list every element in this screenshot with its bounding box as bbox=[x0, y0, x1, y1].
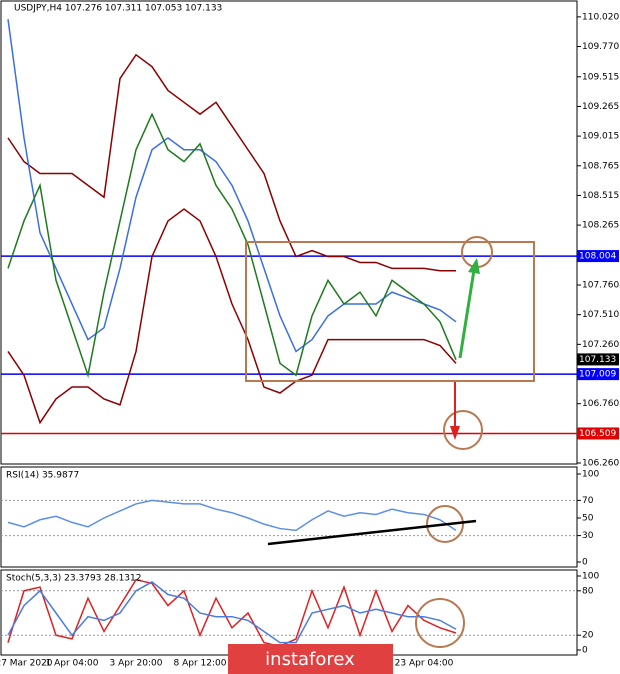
level-label: 108.004 bbox=[579, 252, 616, 262]
panel-title: Stoch(5,3,3) 23.3793 28.1312 bbox=[6, 574, 141, 584]
y-tick-label: 108.515 bbox=[582, 191, 619, 201]
level-tag bbox=[577, 427, 619, 440]
up-arrowhead bbox=[468, 258, 480, 274]
series-line bbox=[7, 499, 457, 532]
y-tick-label: 106.260 bbox=[582, 459, 619, 469]
y-tick-label: 70 bbox=[582, 496, 594, 506]
y-tick-label: 100 bbox=[582, 572, 599, 582]
y-tick-label: 109.265 bbox=[582, 102, 619, 112]
trend-line bbox=[267, 519, 477, 546]
plot: 110.020 109.770 109.515 109.265 109.015 108.7… bbox=[0, 12, 619, 668]
panel-title: RSI(14) 35.9877 bbox=[6, 471, 79, 481]
chart-title: USDJPY,H4 107.276 107.311 107.053 107.13… bbox=[14, 4, 222, 14]
range-box bbox=[245, 241, 535, 382]
y-tick-label: 0 bbox=[582, 646, 588, 656]
series-line bbox=[7, 578, 457, 648]
y-tick-label: 106.760 bbox=[582, 399, 619, 409]
up-arrow bbox=[458, 269, 476, 359]
price-panel bbox=[0, 0, 578, 465]
highlight-circle bbox=[426, 505, 464, 543]
rsi-panel bbox=[0, 466, 578, 568]
y-tick-label: 109.515 bbox=[582, 72, 619, 82]
level-tag bbox=[577, 250, 619, 263]
y-tick-label: 80 bbox=[582, 586, 594, 596]
watermark: instaforex bbox=[265, 649, 355, 670]
level-label: 106.509 bbox=[579, 429, 616, 439]
y-tick-label: 108.265 bbox=[582, 221, 619, 231]
x-tick-label: 1 Apr 04:00 bbox=[46, 659, 99, 669]
highlight-circle bbox=[415, 598, 465, 648]
y-tick-label: 100 bbox=[582, 470, 599, 480]
down-arrowhead bbox=[450, 426, 460, 440]
x-tick-label: 3 Apr 20:00 bbox=[110, 659, 163, 669]
x-tick-label: 8 Apr 12:00 bbox=[174, 659, 227, 669]
highlight-circle bbox=[443, 410, 483, 450]
x-tick-label: 27 Mar 2020 bbox=[0, 659, 53, 669]
y-tick-label: 109.015 bbox=[582, 132, 619, 142]
series-line bbox=[7, 112, 457, 379]
series-line bbox=[7, 581, 457, 644]
y-tick-label: 109.770 bbox=[582, 42, 619, 52]
y-tick-label: 20 bbox=[582, 631, 594, 641]
series-line bbox=[7, 19, 457, 353]
level-label: 107.009 bbox=[579, 370, 616, 380]
series-line bbox=[7, 208, 457, 425]
watermark-box bbox=[228, 644, 393, 674]
y-tick-label: 110.020 bbox=[582, 12, 619, 22]
y-tick-label: 50 bbox=[582, 514, 594, 524]
y-tick-label: 107.510 bbox=[582, 310, 619, 320]
y-tick-label: 107.760 bbox=[582, 281, 619, 291]
level-tag bbox=[577, 368, 619, 381]
y-tick-label: 0 bbox=[582, 558, 588, 568]
last-price-label: 107.133 bbox=[579, 355, 616, 365]
series-line bbox=[7, 53, 456, 272]
y-tick-label: 107.260 bbox=[582, 340, 619, 350]
last-price-tag bbox=[577, 353, 619, 366]
y-tick-label: 108.765 bbox=[582, 161, 619, 171]
y-tick-label: 30 bbox=[582, 531, 594, 541]
x-tick-label: 23 Apr 04:00 bbox=[395, 659, 454, 669]
